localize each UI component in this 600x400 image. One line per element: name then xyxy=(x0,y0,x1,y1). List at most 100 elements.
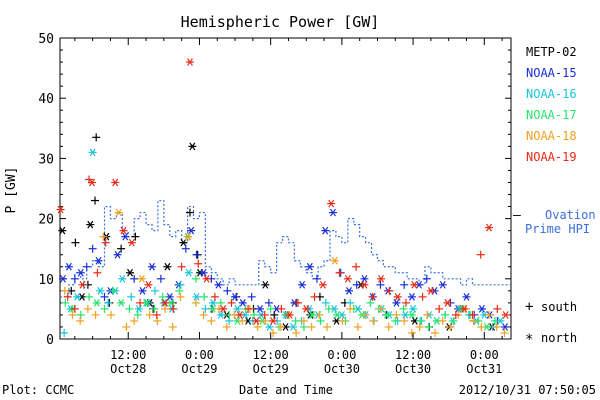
data-point xyxy=(400,316,409,325)
data-point xyxy=(315,310,324,319)
data-point xyxy=(252,317,261,325)
data-point xyxy=(60,286,69,295)
data-point xyxy=(321,226,330,235)
data-point xyxy=(136,298,145,307)
data-point xyxy=(399,304,408,313)
data-point xyxy=(175,286,184,295)
x-tick-date-label: Oct30 xyxy=(395,362,431,376)
y-axis: 0 10 20 30 40 50 xyxy=(38,32,511,348)
data-point xyxy=(107,310,116,319)
data-point xyxy=(369,316,378,325)
data-point xyxy=(101,238,110,247)
data-point xyxy=(366,298,375,307)
data-point xyxy=(200,292,209,301)
data-point xyxy=(276,322,285,331)
data-point xyxy=(307,322,316,331)
chart-title: Hemispheric Power [GW] xyxy=(181,13,380,31)
data-point xyxy=(324,304,333,313)
data-point xyxy=(291,316,300,325)
data-point xyxy=(338,316,347,325)
data-point xyxy=(410,280,419,289)
data-point xyxy=(361,310,370,319)
data-point xyxy=(407,311,416,319)
data-point xyxy=(100,304,109,313)
data-point xyxy=(468,310,477,319)
data-point xyxy=(451,310,460,319)
data-point xyxy=(223,286,232,295)
data-point xyxy=(176,292,185,301)
data-point xyxy=(133,310,142,319)
data-point xyxy=(150,286,159,295)
data-point xyxy=(368,292,377,301)
data-point xyxy=(60,328,69,337)
data-point xyxy=(83,304,92,313)
data-point xyxy=(269,317,278,325)
data-point xyxy=(323,322,332,331)
x-tick-date-label: Oct29 xyxy=(181,362,217,376)
data-point xyxy=(176,280,185,289)
data-point xyxy=(156,274,165,283)
y-axis-label: P [GW] xyxy=(4,167,19,214)
data-point xyxy=(400,280,409,289)
data-point xyxy=(292,328,301,337)
data-point xyxy=(302,305,311,313)
legend-entry: NOAA-18 xyxy=(526,129,577,143)
data-point xyxy=(222,322,231,331)
data-point xyxy=(438,280,447,289)
data-point xyxy=(191,298,200,307)
data-point xyxy=(76,268,85,277)
data-point xyxy=(202,274,211,283)
x-tick-time-label: 0:00 xyxy=(470,348,499,362)
ovation-legend-title: Ovation xyxy=(545,208,596,222)
data-point xyxy=(308,311,317,319)
y-tick-label: 20 xyxy=(38,213,54,228)
x-tick-time-label: 12:00 xyxy=(395,348,431,362)
y-tick-label: 30 xyxy=(38,152,54,167)
south-marker-label: south xyxy=(541,300,577,314)
data-point xyxy=(392,299,401,307)
data-point xyxy=(238,299,247,307)
data-point xyxy=(277,304,286,313)
data-point xyxy=(92,299,101,307)
data-point xyxy=(460,305,469,313)
data-point xyxy=(476,250,485,259)
data-point xyxy=(184,268,193,277)
data-point xyxy=(490,316,499,325)
data-point xyxy=(289,323,298,331)
data-point xyxy=(163,262,172,271)
data-point xyxy=(138,286,147,295)
data-point xyxy=(88,148,97,157)
north-marker-label: north xyxy=(541,331,577,345)
data-point xyxy=(185,58,194,66)
data-point xyxy=(76,316,85,325)
data-point xyxy=(469,316,478,325)
x-tick-time-label: 12:00 xyxy=(110,348,146,362)
data-point xyxy=(500,328,509,337)
data-point xyxy=(108,286,117,295)
south-marker-symbol: + xyxy=(525,299,533,315)
data-point xyxy=(219,305,228,313)
data-point xyxy=(71,238,80,247)
data-point xyxy=(78,280,87,289)
data-point xyxy=(86,220,95,229)
data-point xyxy=(161,299,170,307)
data-point xyxy=(485,310,494,319)
x-axis: 12:00Oct280:00Oct2912:00Oct290:00Oct3012… xyxy=(74,38,503,376)
data-point xyxy=(91,196,100,205)
data-point xyxy=(64,262,73,271)
data-point xyxy=(293,298,302,307)
data-point xyxy=(352,280,361,289)
data-point xyxy=(94,256,103,265)
data-point xyxy=(137,274,146,283)
footer-left: Plot: CCMC xyxy=(2,383,74,397)
data-point xyxy=(264,298,273,307)
data-point xyxy=(99,232,108,241)
legend-entry: NOAA-17 xyxy=(526,108,577,122)
data-points-layer xyxy=(56,58,510,337)
data-point xyxy=(88,244,97,253)
x-tick-time-label: 12:00 xyxy=(253,348,289,362)
data-point xyxy=(70,304,79,313)
x-axis-label: Date and Time xyxy=(239,383,333,397)
data-point xyxy=(312,274,321,283)
data-point xyxy=(422,274,431,283)
